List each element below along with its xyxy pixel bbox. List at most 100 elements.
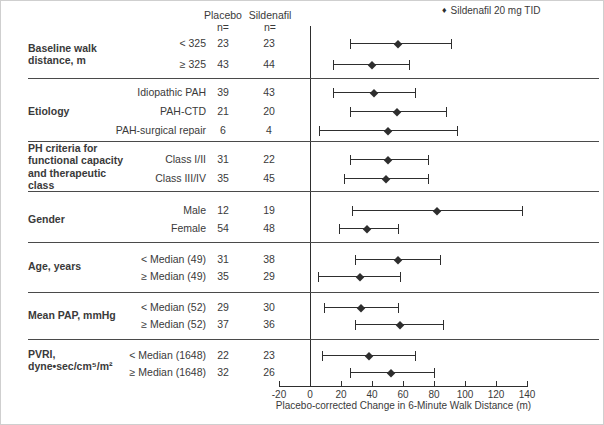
subgroup-label: ≥ Median (49) (63, 270, 206, 282)
x-axis-tick-label: 140 (512, 389, 542, 400)
placebo-n-value: 12 (203, 204, 243, 216)
subgroup-label: < Median (49) (63, 253, 206, 265)
point-estimate-diamond (356, 273, 364, 281)
ci-upper-cap (409, 60, 410, 70)
x-axis-tick-label: 60 (388, 389, 418, 400)
ci-lower-cap (339, 224, 340, 234)
legend: ♦ Sildenafil 20 mg TID (442, 5, 540, 16)
ci-upper-cap (457, 126, 458, 136)
sildenafil-n-value: 19 (249, 204, 289, 216)
x-axis-tick-label: 20 (326, 389, 356, 400)
point-estimate-diamond (384, 156, 392, 164)
ci-upper-cap (522, 206, 523, 216)
placebo-n-value: 35 (203, 270, 243, 282)
diamond-icon: ♦ (442, 6, 447, 15)
column-header-sildenafil: Sildenafil n= (245, 9, 295, 33)
x-axis-tick-mark (341, 381, 342, 386)
column-header-sildenafil-title: Sildenafil (245, 9, 295, 21)
x-axis-tick-mark (403, 381, 404, 386)
ci-lower-cap (319, 126, 320, 136)
sildenafil-n-value: 44 (249, 58, 289, 70)
subgroup-label: Female (63, 222, 206, 234)
ci-upper-cap (428, 155, 429, 165)
placebo-n-value: 39 (203, 86, 243, 98)
sildenafil-n-value: 23 (249, 37, 289, 49)
forest-plot-figure: ♦ Sildenafil 20 mg TID Placebo n= Silden… (0, 0, 604, 425)
sildenafil-n-value: 23 (249, 349, 289, 361)
ci-lower-cap (355, 255, 356, 265)
x-axis-tick-label: 120 (481, 389, 511, 400)
ci-upper-cap (443, 320, 444, 330)
ci-lower-cap (350, 107, 351, 117)
subgroup-label: ≥ Median (52) (63, 318, 206, 330)
subgroup-label: ≥ 325 (63, 58, 206, 70)
placebo-n-value: 32 (203, 366, 243, 378)
subgroup-label: PAH-surgical repair (63, 124, 206, 136)
ci-upper-cap (398, 224, 399, 234)
sildenafil-n-value: 36 (249, 318, 289, 330)
ci-upper-cap (440, 255, 441, 265)
sildenafil-n-value: 30 (249, 301, 289, 313)
placebo-n-value: 29 (203, 301, 243, 313)
x-axis-tick-label: -20 (264, 389, 294, 400)
point-estimate-diamond (365, 352, 373, 360)
point-estimate-diamond (387, 369, 395, 377)
sildenafil-n-value: 22 (249, 153, 289, 165)
subgroup-label: Class I/II (63, 153, 206, 165)
subgroup-label: < Median (52) (63, 301, 206, 313)
point-estimate-diamond (393, 108, 401, 116)
ci-lower-cap (333, 88, 334, 98)
ci-upper-cap (415, 351, 416, 361)
x-axis-tick-mark (372, 381, 373, 386)
subgroup-label: Male (63, 204, 206, 216)
sildenafil-n-value: 38 (249, 253, 289, 265)
sildenafil-n-value: 48 (249, 222, 289, 234)
ci-upper-cap (451, 39, 452, 49)
ci-upper-cap (428, 174, 429, 184)
column-header-placebo-title: Placebo (201, 9, 245, 21)
x-axis-tick-mark (310, 381, 311, 386)
ci-lower-cap (355, 320, 356, 330)
ci-upper-cap (434, 368, 435, 378)
point-estimate-diamond (368, 61, 376, 69)
subgroup-label: < 325 (63, 37, 206, 49)
point-estimate-diamond (433, 207, 441, 215)
x-axis-tick-label: 0 (295, 389, 325, 400)
sildenafil-n-value: 29 (249, 270, 289, 282)
column-header-placebo-n: n= (201, 21, 245, 33)
x-axis-line (279, 386, 528, 387)
placebo-n-value: 31 (203, 153, 243, 165)
point-estimate-diamond (394, 40, 402, 48)
point-estimate-diamond (396, 321, 404, 329)
x-axis-tick-mark (434, 381, 435, 386)
ci-lower-cap (350, 39, 351, 49)
x-axis-tick-label: 40 (357, 389, 387, 400)
x-axis-tick-mark (465, 381, 466, 386)
x-axis-title: Placebo-corrected Change in 6-Minute Wal… (241, 400, 566, 411)
sildenafil-n-value: 20 (249, 105, 289, 117)
point-estimate-diamond (382, 175, 390, 183)
sildenafil-n-value: 45 (249, 172, 289, 184)
group-label: PH criteria for functional capacity and … (28, 142, 198, 191)
point-estimate-diamond (357, 304, 365, 312)
zero-reference-line (310, 26, 311, 386)
x-axis-tick-label: 100 (450, 389, 480, 400)
subgroup-label: Class III/IV (63, 172, 206, 184)
x-axis-tick-mark (496, 381, 497, 386)
group-separator-line (28, 292, 599, 293)
ci-lower-cap (318, 272, 319, 282)
ci-lower-cap (350, 155, 351, 165)
x-axis-tick-mark (279, 381, 280, 386)
legend-label: Sildenafil 20 mg TID (451, 5, 541, 16)
subgroup-label: Idiopathic PAH (63, 86, 206, 98)
placebo-n-value: 6 (203, 124, 243, 136)
point-estimate-diamond (394, 256, 402, 264)
placebo-n-value: 23 (203, 37, 243, 49)
ci-lower-cap (350, 368, 351, 378)
x-axis-tick-mark (527, 381, 528, 386)
sildenafil-n-value: 26 (249, 366, 289, 378)
ci-upper-cap (400, 272, 401, 282)
ci-upper-cap (398, 303, 399, 313)
placebo-n-value: 21 (203, 105, 243, 117)
column-header-sildenafil-n: n= (245, 21, 295, 33)
